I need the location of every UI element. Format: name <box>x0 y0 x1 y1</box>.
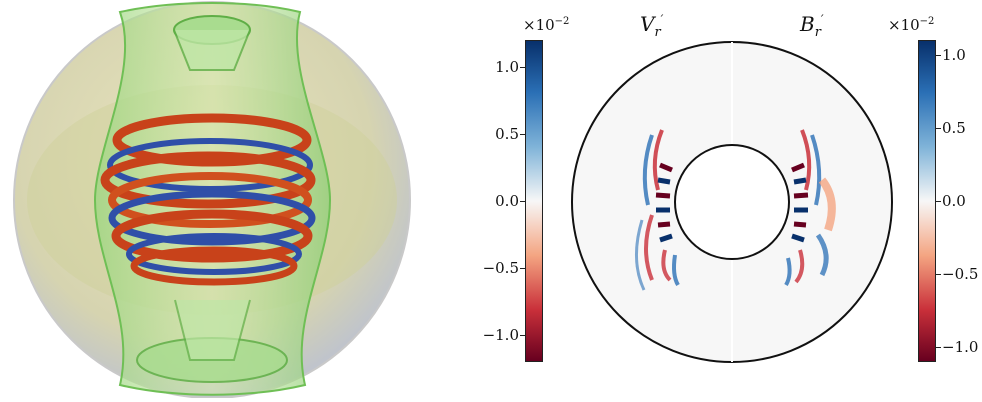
left-colorbar-tick-label: −1.0 <box>482 326 519 345</box>
right-half-pattern <box>784 129 836 287</box>
right-colorbar-tick-label: 0.0 <box>942 192 966 210</box>
right-colorbar-tick-mark <box>936 274 941 276</box>
magnetic-field-label: Br′ <box>800 12 824 40</box>
left-exponent-power: −2 <box>554 16 570 27</box>
right-colorbar-tick-mark <box>936 127 941 129</box>
right-colorbar-tick-label: 0.5 <box>942 118 966 137</box>
top-cone <box>173 29 251 71</box>
left-exponent-base: ×10 <box>523 16 555 34</box>
right-colorbar-tick-label: 1.0 <box>942 45 966 64</box>
right-colorbar-tick-mark <box>936 54 941 56</box>
left-colorbar-tick-label: 1.0 <box>495 57 519 76</box>
magnetic-symbol: B <box>800 12 815 36</box>
bottom-cone <box>174 299 251 361</box>
right-colorbar-exponent: ×10−2 <box>888 16 934 34</box>
left-colorbar-tick-label: 0.0 <box>495 192 519 210</box>
right-colorbar-tick-label: −1.0 <box>942 338 979 357</box>
right-colorbar-tick-label: −0.5 <box>942 265 979 284</box>
right-colorbar <box>918 40 936 362</box>
shell-render-svg <box>13 1 411 399</box>
tangent-cylinder <box>93 2 332 396</box>
right-colorbar-tick-mark <box>936 347 941 349</box>
inner-boundary <box>674 144 790 260</box>
left-half-pattern <box>634 129 680 291</box>
left-colorbar-tick-mark <box>520 66 525 68</box>
left-colorbar-tick-label: 0.5 <box>495 124 519 143</box>
velocity-symbol: V <box>640 12 655 36</box>
left-colorbar-tick-mark <box>520 133 525 135</box>
velocity-prime: ′ <box>660 12 664 27</box>
spherical-shell-3d-render <box>0 0 425 399</box>
left-colorbar-tick-mark <box>520 268 525 270</box>
vortex-structures <box>100 113 316 286</box>
magnetic-prime: ′ <box>820 12 824 27</box>
left-colorbar-exponent: ×10−2 <box>523 16 569 34</box>
annulus-svg <box>571 41 893 363</box>
right-exponent-base: ×10 <box>888 16 920 34</box>
magnetic-subscript: r <box>814 25 821 40</box>
left-colorbar-tick-mark <box>520 201 525 202</box>
meridional-slice <box>560 30 905 375</box>
left-colorbar-tick-mark <box>520 335 525 337</box>
velocity-subscript: r <box>654 25 661 40</box>
right-colorbar-tick-mark <box>936 201 941 202</box>
left-colorbar-tick-label: −0.5 <box>482 259 519 278</box>
velocity-field-label: Vr′ <box>640 12 663 40</box>
left-colorbar <box>525 40 543 362</box>
right-exponent-power: −2 <box>919 16 935 27</box>
